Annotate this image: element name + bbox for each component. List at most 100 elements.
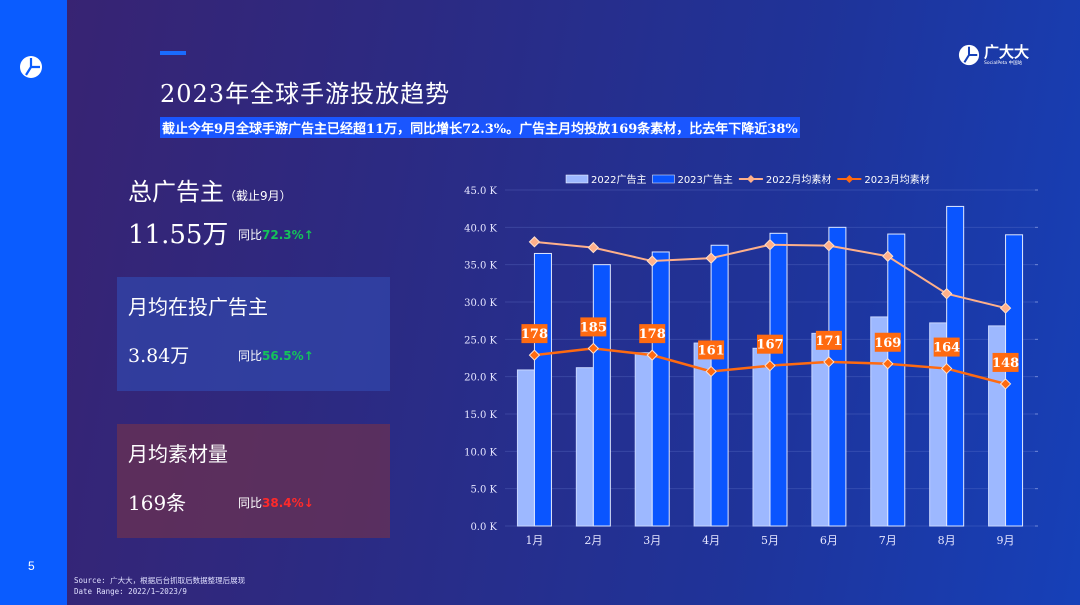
y-tick-label: 5.0 K (470, 485, 497, 496)
point-2022月均素材 (528, 236, 541, 248)
kpi-total-note: （截止9月） (224, 189, 292, 203)
point-2023月均素材 (646, 349, 658, 361)
y-tick-label: 35.0 K (464, 261, 497, 272)
y-tick-label: 20.0 K (464, 373, 497, 384)
kpi-total-yoy: 同比72.3%↑ (238, 226, 314, 243)
bar-2022广告主 (634, 352, 653, 527)
data-label: 178 (521, 327, 548, 342)
kpi-card-yoy: 同比56.5%↑ (238, 347, 314, 364)
arrow-down-icon: ↓ (303, 496, 314, 510)
y-tick-label: 25.0 K (464, 335, 497, 346)
point-2022月均素材 (646, 255, 658, 267)
x-tick-label: 8月 (938, 534, 956, 547)
x-tick-label: 5月 (761, 534, 779, 547)
x-tick-label: 1月 (525, 534, 543, 547)
x-tick-label: 2月 (584, 534, 602, 547)
data-label: 167 (756, 338, 783, 353)
data-label-bg (874, 332, 901, 352)
title-accent (160, 51, 186, 55)
point-2023月均素材 (528, 349, 541, 361)
legend-label: 2023月均素材 (864, 173, 929, 186)
point-2023月均素材 (764, 359, 776, 372)
kpi-card-monthly-advertisers: 月均在投广告主 3.84万 同比56.5%↑ (117, 277, 390, 391)
page-number: 5 (28, 559, 35, 573)
kpi-card-title: 月均素材量 (128, 442, 228, 466)
point-2022月均素材 (882, 250, 894, 262)
data-label-bg (639, 324, 666, 344)
source-line: Source: 广大大，根据后台抓取后数据整理后展现 (74, 576, 246, 585)
data-label: 171 (815, 334, 842, 349)
brand-sub: SocialPeta 中国站 (984, 60, 1023, 66)
data-label-bg (992, 352, 1019, 372)
kpi-card-value: 3.84万 (128, 345, 190, 367)
y-tick-label: 45.0 K (464, 186, 497, 197)
point-2022月均素材 (705, 252, 717, 264)
bar-2023广告主 (1005, 234, 1024, 527)
point-2023月均素材 (940, 362, 953, 375)
y-tick-label: 30.0 K (464, 298, 497, 309)
brand-logo: 广大大 SocialPeta 中国站 (958, 44, 1029, 66)
x-tick-label: 6月 (820, 534, 838, 547)
legend-swatch (652, 174, 675, 184)
y-tick-label: 15.0 K (464, 410, 497, 421)
data-label-bg (580, 317, 607, 337)
source-note: Source: 广大大，根据后台抓取后数据整理后展现 Date Range: 20… (74, 575, 245, 597)
data-label-bg (933, 337, 960, 357)
yoy-label: 同比 (238, 349, 263, 363)
yoy-value: 56.5% (262, 349, 304, 363)
sidebar: 5 (0, 0, 67, 605)
bar-2023广告主 (887, 233, 906, 527)
data-label-bg (757, 334, 783, 354)
page-title: 2023年全球手游投放趋势 (160, 80, 451, 108)
point-2022月均素材 (823, 239, 835, 252)
arrow-up-icon: ↑ (303, 228, 314, 242)
kpi-card-yoy: 同比38.4%↓ (238, 494, 314, 511)
data-label-bg (698, 340, 725, 360)
combo-chart: 0.0 K 5.0 K 10.0 K 15.0 K 20.0 K 25.0 K 30.0 K… (464, 173, 1038, 547)
kpi-card-creatives: 月均素材量 169条 同比38.4%↓ (117, 424, 390, 538)
data-label: 164 (933, 341, 960, 356)
brand-icon (958, 44, 980, 66)
x-tick-label: 3月 (643, 534, 661, 547)
point-2023月均素材 (882, 358, 894, 370)
yoy-label: 同比 (238, 496, 263, 510)
kpi-total-title: 总广告主 (128, 178, 224, 206)
bar-2022广告主 (575, 367, 594, 527)
bar-2023广告主 (828, 226, 847, 527)
legend-label: 2022广告主 (591, 173, 646, 186)
legend-marker (746, 175, 755, 183)
data-label: 185 (580, 320, 607, 335)
kpi-card-title: 月均在投广告主 (128, 295, 268, 319)
bar-2022广告主 (516, 369, 535, 527)
point-2022月均素材 (764, 239, 776, 251)
kpi-total-label: 总广告主（截止9月） (128, 172, 292, 207)
x-tick-label: 9月 (997, 534, 1015, 547)
arrow-up-icon: ↑ (303, 349, 314, 363)
logo-icon (20, 56, 42, 78)
legend-label: 2022月均素材 (766, 173, 831, 186)
data-label: 148 (992, 356, 1019, 371)
point-2023月均素材 (587, 342, 600, 355)
y-tick-label: 0.0 K (470, 522, 497, 533)
legend-label: 2023广告主 (677, 173, 732, 186)
yoy-value: 38.4% (262, 496, 304, 510)
point-2022月均素材 (587, 241, 600, 254)
kpi-total-value: 11.55万 (128, 220, 229, 250)
bar-2023广告主 (710, 244, 729, 527)
data-label: 161 (698, 343, 725, 358)
data-label: 169 (874, 336, 901, 351)
data-label-bg (521, 324, 548, 344)
date-range: Date Range: 2022/1~2023/9 (74, 587, 187, 596)
data-label: 178 (639, 327, 666, 342)
legend-swatch (565, 174, 589, 184)
data-label-bg (815, 330, 842, 350)
point-2022月均素材 (940, 287, 953, 300)
y-tick-label: 40.0 K (464, 223, 497, 234)
brand-name: 广大大 (984, 42, 1030, 61)
bar-2023广告主 (769, 232, 788, 527)
bar-2023广告主 (651, 251, 670, 527)
kpi-card-value: 169条 (128, 491, 187, 515)
point-2023月均素材 (999, 378, 1012, 390)
point-2023月均素材 (823, 356, 835, 368)
yoy-value: 72.3% (262, 228, 304, 242)
